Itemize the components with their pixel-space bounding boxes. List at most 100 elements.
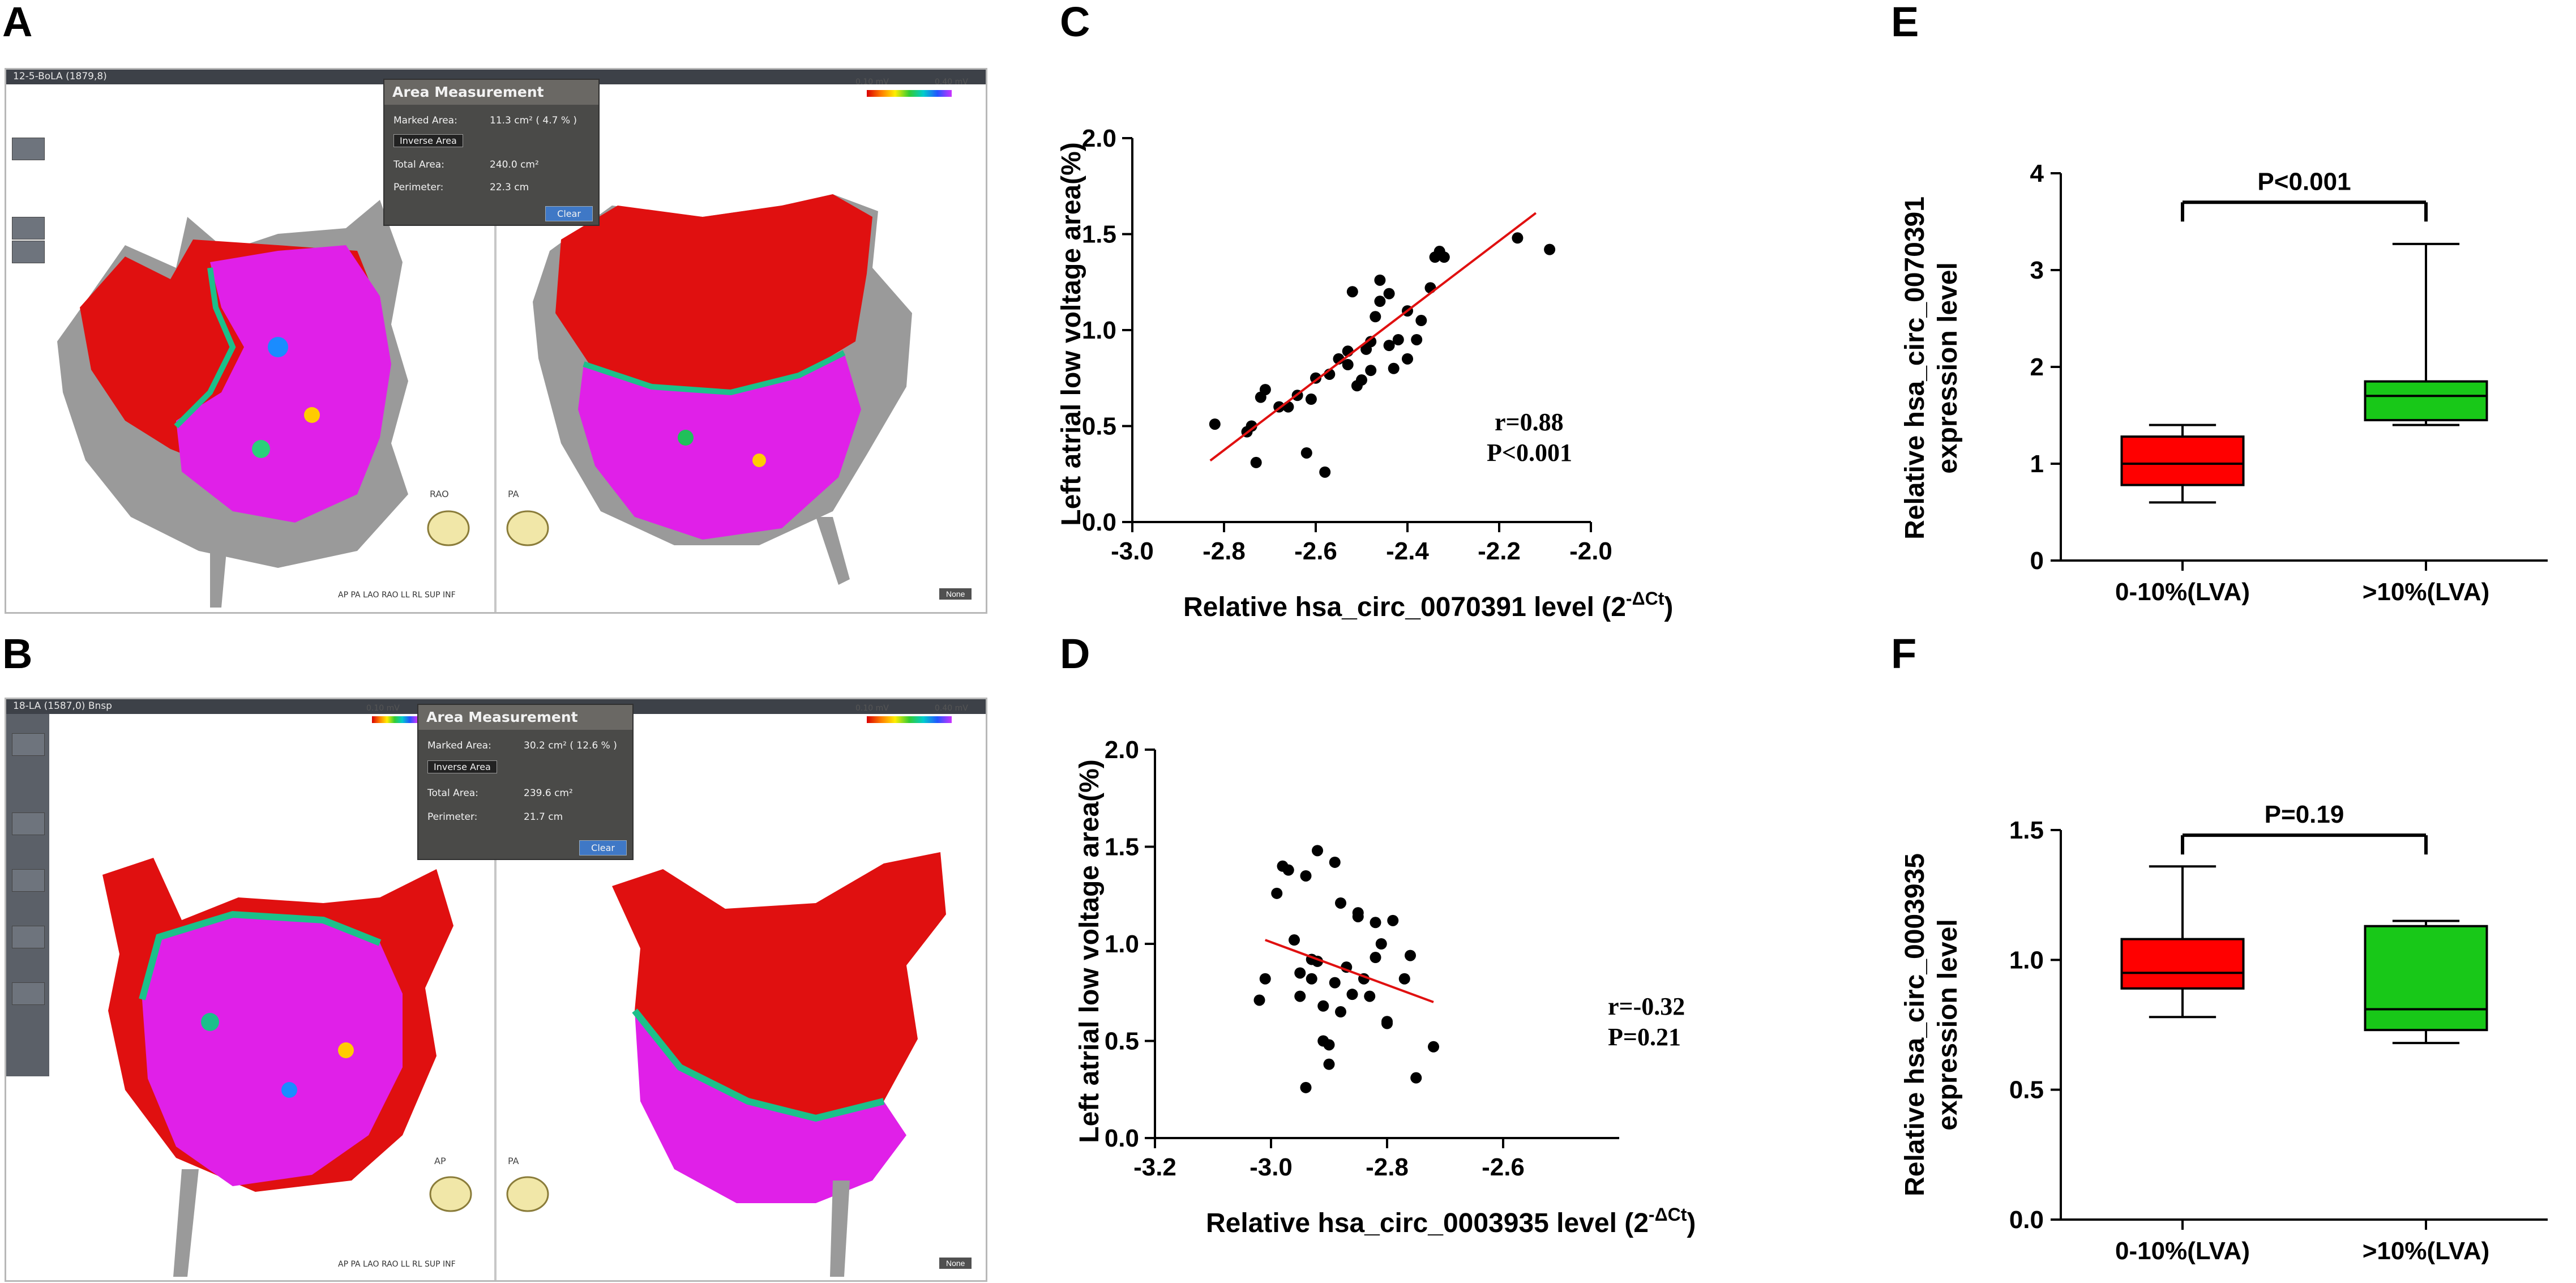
chart-d-x-tick-label: -3.0	[1250, 1153, 1293, 1181]
dialog-b-inverse-button[interactable]: Inverse Area	[427, 760, 497, 773]
chart-d-data-point	[1405, 950, 1416, 961]
map-b-tool-button-1[interactable]	[12, 733, 45, 756]
chart-d-data-point	[1323, 1039, 1335, 1051]
map-a-right-spot-2	[752, 454, 766, 467]
map-b-view-buttons[interactable]: AP PA LAO RAO LL RL SUP INF	[338, 1260, 456, 1269]
chart-c-y-tick-label: 0.0	[1082, 508, 1116, 536]
chart-f-y-tick-label: 0.0	[2009, 1206, 2044, 1234]
dialog-a-title: Area Measurement	[384, 80, 598, 105]
chart-c-data-point	[1305, 394, 1317, 405]
map-a-view-buttons[interactable]: AP PA LAO RAO LL RL SUP INF	[338, 591, 456, 600]
dialog-a-clear-button[interactable]: Clear	[545, 206, 593, 221]
chart-c-y-tick-label: 1.5	[1082, 221, 1116, 249]
chart-d-data-point	[1370, 917, 1381, 929]
dialog-a-perimeter-label: Perimeter:	[393, 182, 444, 193]
chart-c-points	[1209, 232, 1556, 478]
chart-c-data-point	[1374, 296, 1386, 307]
chart-f-axes	[2060, 830, 2548, 1221]
chart-d-data-point	[1375, 938, 1387, 950]
chart-c-data-point	[1374, 274, 1386, 286]
map-b-tool-button-4[interactable]	[12, 926, 45, 948]
chart-d-x-title: Relative hsa_circ_0003935 level (2-ΔCt)	[1206, 1204, 1696, 1238]
area-measurement-dialog-a[interactable]: Area Measurement Marked Area: 11.3 cm² ( …	[383, 79, 600, 226]
dialog-b-total-label: Total Area:	[427, 788, 478, 799]
dialog-a-inverse-button[interactable]: Inverse Area	[393, 134, 463, 147]
chart-f-y-title-line2: expression level	[1933, 919, 1963, 1131]
map-b-none-button[interactable]: None	[939, 1258, 972, 1269]
chart-e-y-tick-label: 3	[2030, 256, 2044, 284]
dialog-a-marked-label: Marked Area:	[393, 115, 457, 126]
map-a-none-button[interactable]: None	[939, 588, 972, 600]
chart-f-significance: P=0.19	[2181, 801, 2428, 855]
chart-d-data-point	[1289, 934, 1300, 946]
chart-c-y-tick-label: 1.0	[1082, 317, 1116, 344]
chart-e-category-label: 0-10%(LVA)	[2115, 578, 2250, 606]
chart-c-regression-line	[1209, 212, 1537, 462]
map-b-right-red-scar	[612, 852, 946, 1118]
map-a-right-magenta	[578, 353, 861, 540]
chart-d-y-tick-label: 0.5	[1105, 1028, 1139, 1055]
map-a-voltage-colorbar	[867, 90, 952, 97]
chart-e-significance-label: P<0.001	[2257, 168, 2351, 195]
map-b-tool-button-5[interactable]	[12, 982, 45, 1005]
dialog-a-perimeter-row: Perimeter: 22.3 cm	[393, 182, 529, 193]
dialog-b-clear-button[interactable]: Clear	[579, 840, 627, 856]
panel-letter-e: E	[1891, 0, 1919, 45]
dialog-b-marked-label: Marked Area:	[427, 740, 491, 751]
chart-c-y-tick-label: 2.0	[1082, 125, 1116, 152]
chart-c-x-tick-label: -2.0	[1569, 537, 1612, 565]
chart-d-data-point	[1329, 856, 1341, 868]
chart-d-x-title-main: Relative hsa_circ_0003935 level (2	[1206, 1208, 1649, 1238]
scatter-chart-d: -3.2 -3.0 -2.8 -2.60.00.51.01.52.0 r=-0.32 …	[1075, 736, 1696, 1238]
map-b-left-spot-3	[338, 1042, 354, 1058]
chart-d-y-tick-label: 2.0	[1105, 736, 1139, 764]
chart-e-y-tick-label: 4	[2030, 160, 2044, 187]
panel-letter-a: A	[2, 0, 33, 45]
map-a-view-divider	[494, 84, 497, 612]
map-b-left-spot-1	[201, 1013, 219, 1031]
chart-f-box-1	[2120, 938, 2245, 990]
chart-c-data-point	[1300, 447, 1312, 459]
panel-letter-c: C	[1060, 0, 1090, 45]
map-b-scale-low: 0.10 mV	[366, 704, 400, 713]
map-a-tool-button-1[interactable]	[12, 138, 45, 160]
dialog-b-perimeter-row: Perimeter: 21.7 cm	[427, 811, 563, 823]
chart-c-x-title-sup: -ΔCt	[1626, 588, 1664, 609]
voltage-map-a: 12-5-BoLA (1879,8) Area Measurement Mark…	[5, 68, 987, 614]
chart-e-ticks: 0 1 2 3 4 0-10%(LVA) >10%(LVA)	[2030, 160, 2490, 606]
chart-c-data-point	[1365, 336, 1377, 348]
map-b-tool-button-3[interactable]	[12, 869, 45, 892]
map-b-tool-button-2[interactable]	[12, 812, 45, 835]
map-b-view-left-label: AP	[434, 1156, 446, 1166]
chart-c-data-point	[1402, 353, 1413, 365]
chart-d-data-point	[1253, 994, 1265, 1006]
chart-f-ticks: 0.0 0.5 1.0 1.5 0-10%(LVA) >10%(LVA)	[2009, 816, 2489, 1265]
chart-e-category-label: >10%(LVA)	[2363, 578, 2490, 606]
map-a-tool-button-3[interactable]	[12, 241, 45, 263]
chart-c-x-tick-label: -2.6	[1294, 537, 1337, 565]
dialog-b-marked-row: Marked Area: 30.2 cm² ( 12.6 % )	[427, 740, 617, 751]
map-a-tool-button-2[interactable]	[12, 217, 45, 240]
chart-d-data-point	[1346, 989, 1358, 1000]
chart-e-y-title-line1: Relative hsa_circ_0070391	[1900, 196, 1930, 540]
chart-c-data-point	[1356, 374, 1367, 386]
chart-f-category-label: >10%(LVA)	[2363, 1237, 2490, 1265]
chart-d-annotation-r: r=-0.32	[1608, 993, 1685, 1020]
map-b-right-vein	[830, 1181, 850, 1277]
map-b-left-spot-2	[281, 1082, 297, 1098]
chart-d-data-point	[1329, 977, 1341, 989]
map-b-view-divider	[494, 714, 497, 1280]
chart-d-data-point	[1381, 1017, 1393, 1029]
chart-f-y-tick-label: 1.0	[2009, 946, 2044, 974]
map-a-left-spot-1	[268, 337, 288, 357]
chart-c-data-point	[1392, 333, 1404, 345]
panel-letter-f: F	[1891, 630, 1917, 677]
map-a-scale-high: 0.40 mV	[935, 78, 968, 87]
chart-c-data-point	[1310, 372, 1321, 384]
chart-d-data-point	[1306, 973, 1317, 985]
area-measurement-dialog-b[interactable]: Area Measurement Marked Area: 30.2 cm² ( …	[417, 704, 634, 860]
chart-d-x-title-close: )	[1687, 1208, 1696, 1238]
chart-c-data-point	[1383, 340, 1395, 352]
map-a-left-magenta	[176, 245, 391, 523]
chart-c-data-point	[1388, 362, 1400, 374]
